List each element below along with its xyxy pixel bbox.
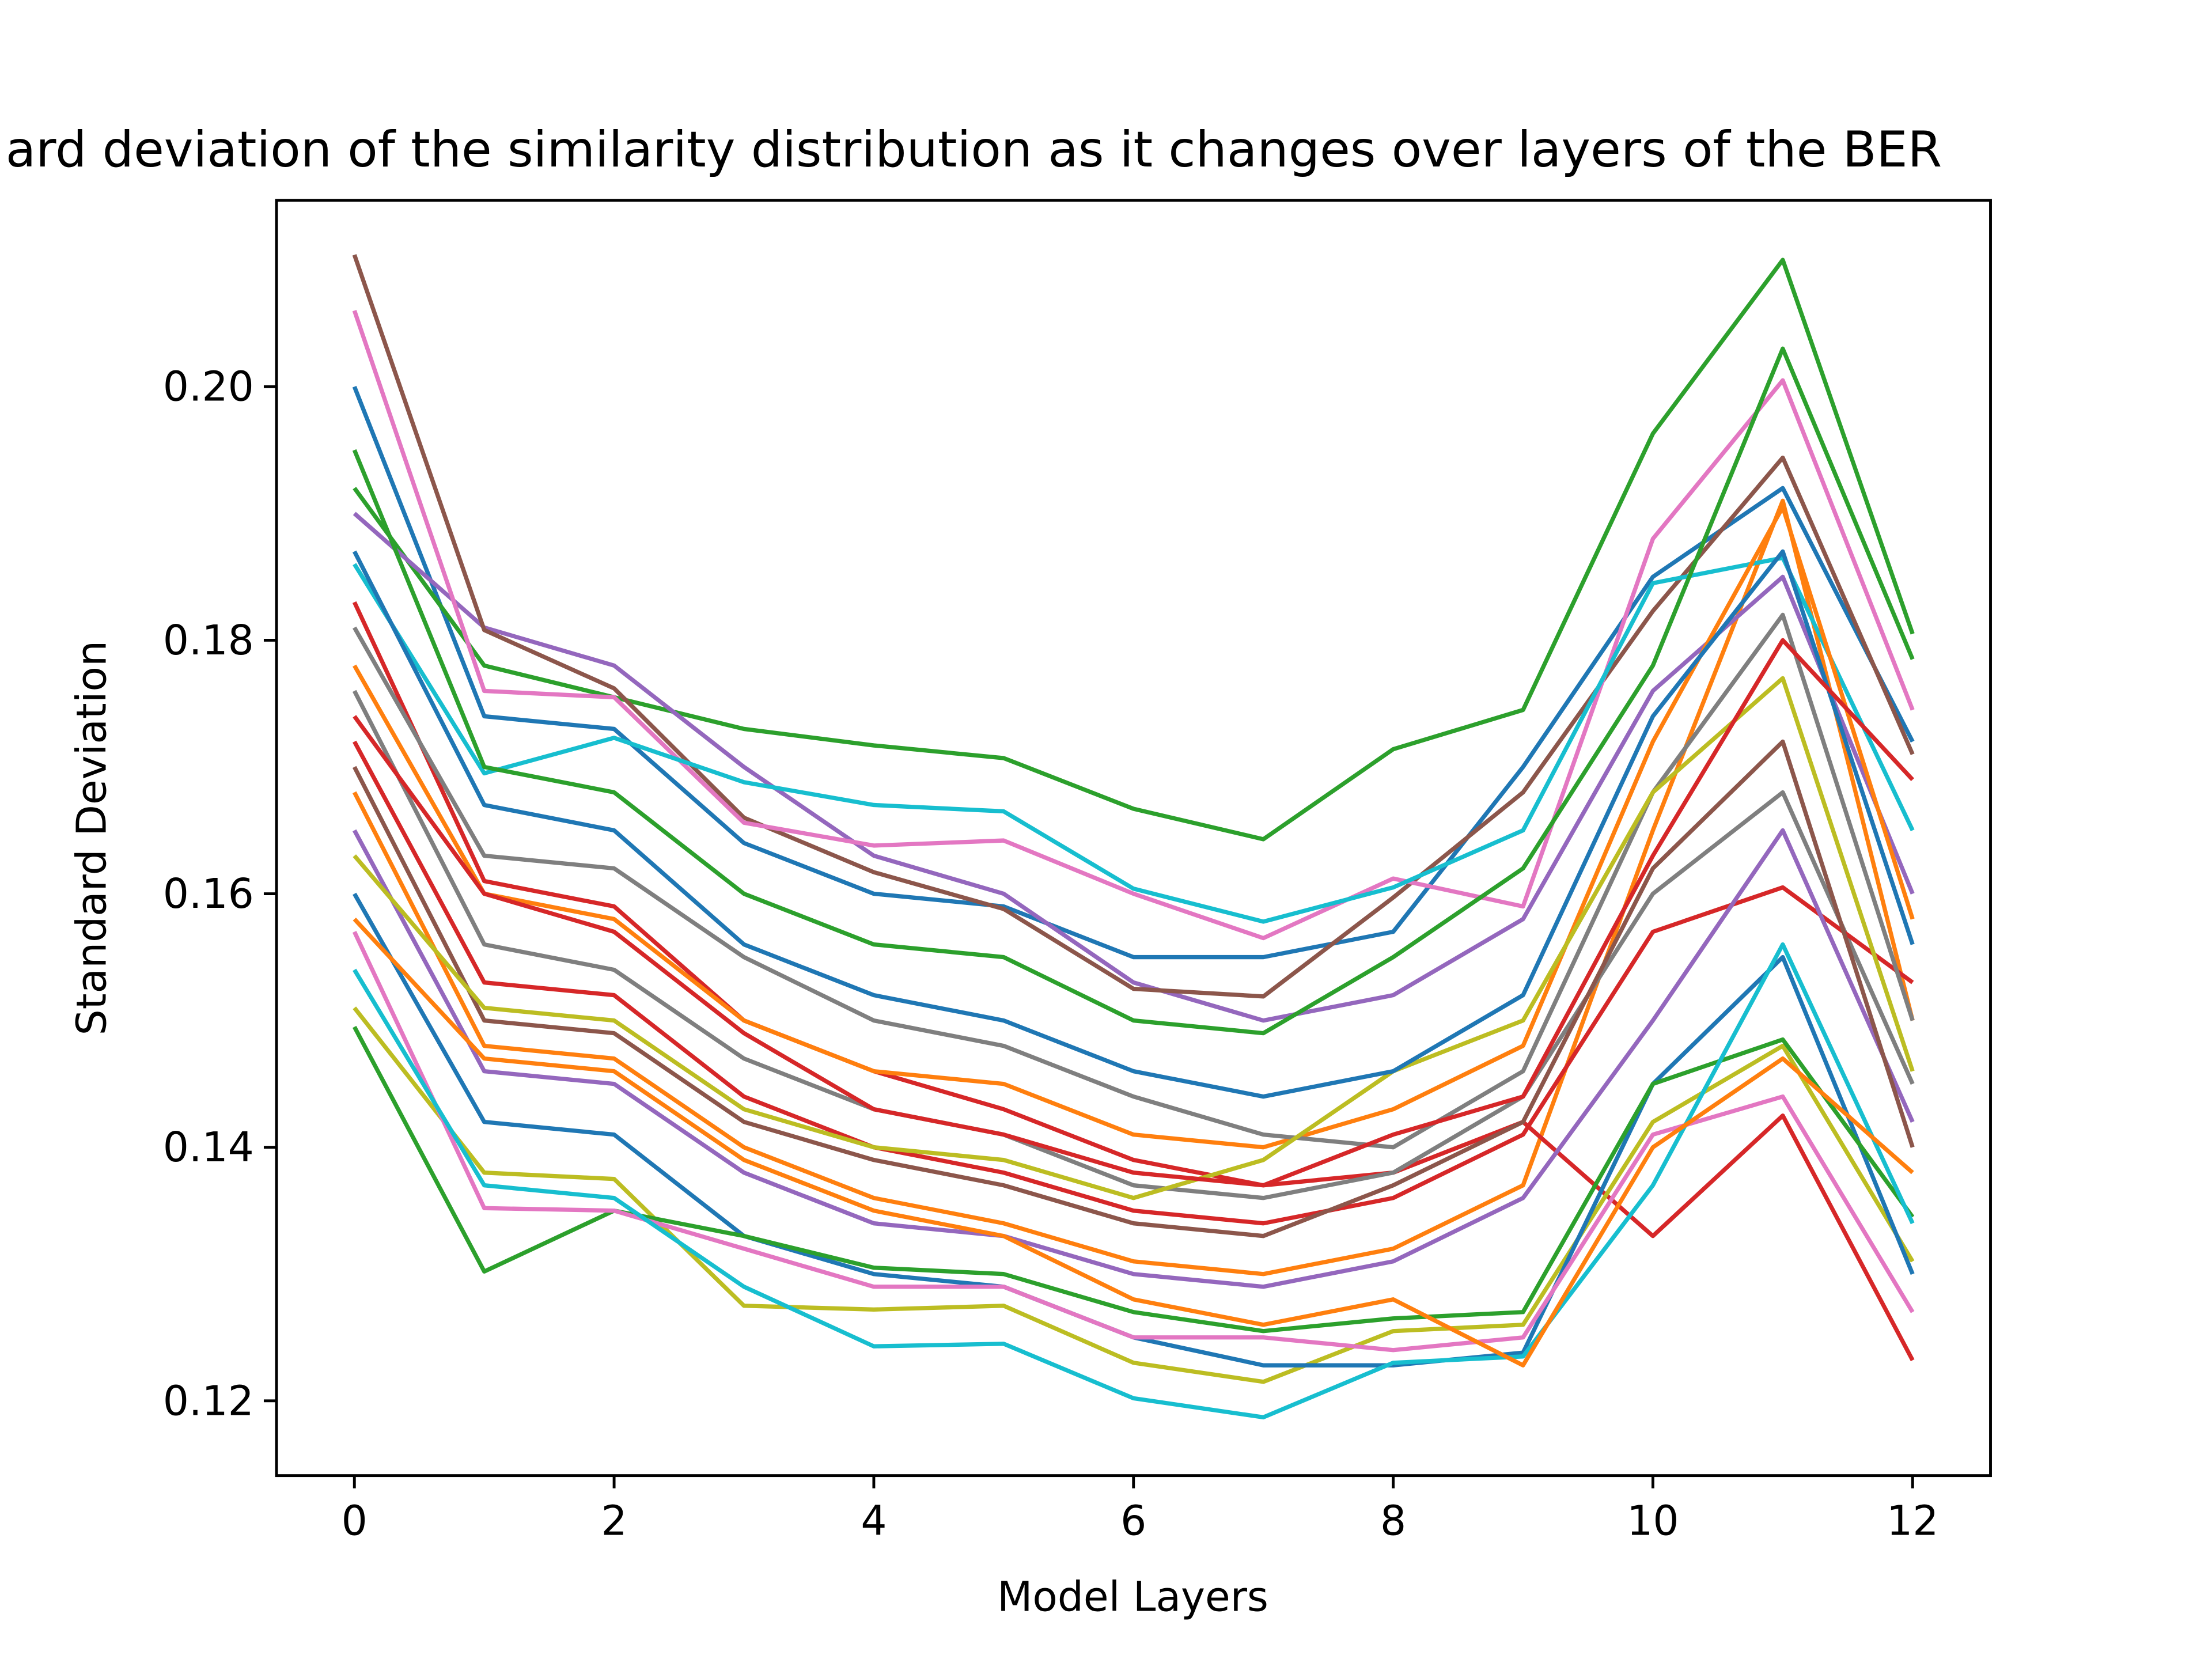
x-tick-label: 8: [1380, 1497, 1406, 1544]
x-tick-label: 4: [861, 1497, 887, 1544]
x-tick-label: 0: [342, 1497, 368, 1544]
axes-frame: [275, 199, 1992, 1478]
series-line: [352, 930, 1915, 1353]
series-line: [352, 549, 1915, 1099]
series-line: [353, 942, 1915, 1420]
series-line: [352, 601, 1915, 1362]
series-group: [352, 254, 1915, 1420]
y-tick-label: 0.20: [163, 363, 254, 411]
x-axis-label: Model Layers: [997, 1573, 1268, 1621]
series-line: [352, 385, 1915, 960]
series-line: [352, 690, 1915, 1200]
series-line: [353, 512, 1915, 1023]
y-tick-label: 0.16: [163, 870, 254, 918]
series-line: [353, 918, 1914, 1368]
series-line: [353, 740, 1914, 1226]
series-line: [353, 638, 1914, 1188]
y-axis-label: Standard Deviation: [68, 641, 116, 1035]
x-tick-label: 10: [1627, 1497, 1679, 1544]
series-line: [352, 254, 1915, 999]
series-line: [353, 505, 1915, 1150]
series-line: [353, 1006, 1915, 1384]
series-line: [353, 676, 1915, 1200]
x-tick-label: 2: [601, 1497, 627, 1544]
plot-area: 0 2 4 6 8 10 12 0.12 0.14 0.16 0.18 0.20: [163, 199, 1992, 1544]
y-tick-label: 0.12: [163, 1377, 254, 1425]
series-line: [353, 828, 1915, 1289]
series-line: [353, 555, 1915, 924]
y-tick-label: 0.18: [163, 616, 254, 664]
series-line: [352, 498, 1915, 1277]
series-line: [352, 310, 1915, 941]
chart-title: ard deviation of the similarity distribu…: [6, 121, 1942, 179]
y-tick-label: 0.14: [163, 1123, 254, 1171]
x-tick-label: 12: [1887, 1497, 1938, 1544]
series-line: [352, 739, 1915, 1238]
series-line: [352, 346, 1915, 1036]
x-tick-label: 6: [1120, 1497, 1146, 1544]
series-line: [353, 257, 1915, 842]
